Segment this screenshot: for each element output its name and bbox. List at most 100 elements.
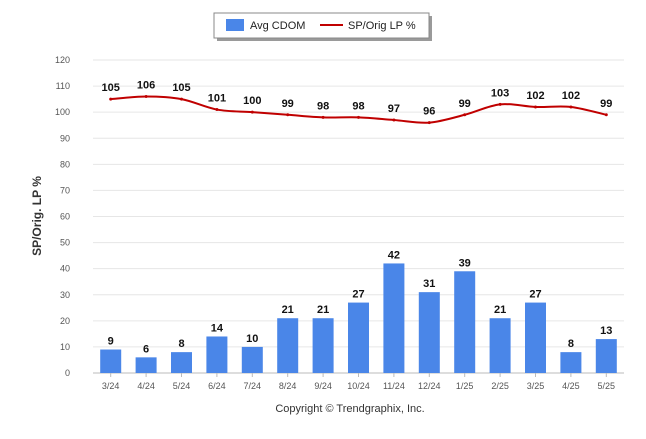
line-value-label: 101 — [208, 93, 226, 105]
legend-label-sp-orig-lp: SP/Orig LP % — [348, 20, 416, 32]
y-tick-label-80: 80 — [60, 159, 70, 169]
line-value-label: 105 — [102, 82, 120, 94]
bar-5-25 — [595, 339, 617, 373]
line-value-label: 98 — [352, 100, 364, 112]
y-tick-labels: 0 10 20 30 40 50 60 70 80 90 100 110 120 — [55, 55, 70, 378]
copyright-footer: Copyright © Trendgraphix, Inc. — [275, 403, 424, 415]
x-tick-label-5-25: 5/25 — [598, 381, 616, 391]
x-tick-label-9-24: 9/24 — [314, 381, 332, 391]
line-point — [215, 108, 219, 112]
bar-value-label: 39 — [459, 257, 471, 269]
x-tick-label-4-24: 4/24 — [137, 381, 155, 391]
line-point — [250, 110, 254, 114]
bar-value-label: 8 — [178, 338, 184, 350]
line-value-label: 98 — [317, 100, 329, 112]
x-tick-label-4-25: 4/25 — [562, 381, 580, 391]
y-tick-label-100: 100 — [55, 107, 70, 117]
line-value-label: 102 — [526, 90, 544, 102]
bar-5-24 — [171, 352, 192, 373]
line-point — [144, 95, 148, 99]
line-point — [498, 102, 502, 106]
bar-4-25 — [560, 352, 582, 373]
bar-value-label: 21 — [282, 304, 294, 316]
x-tick-labels: 3/24 4/24 5/24 6/24 7/24 8/24 9/24 10/24 11/24 12… — [102, 373, 615, 391]
y-tick-label-10: 10 — [60, 342, 70, 352]
grid-lines — [93, 59, 624, 374]
line-point — [392, 118, 396, 122]
bar-9-24 — [312, 318, 334, 373]
line-point — [180, 97, 183, 101]
data-labels: 96 8 14 10 21 21 27 42 31 39 21 27 8 13 105 106 105 101 10… — [102, 80, 613, 356]
y-tick-label-70: 70 — [60, 185, 70, 195]
y-tick-label-90: 90 — [60, 133, 70, 143]
bar-value-label: 10 — [246, 333, 258, 345]
line-value-label: 97 — [388, 103, 400, 115]
bar-11-24 — [383, 263, 405, 373]
bar-3-25 — [525, 302, 546, 373]
x-tick-label-12-24: 12/24 — [418, 381, 441, 391]
x-tick-label-6-24: 6/24 — [208, 381, 226, 391]
bar-7-24 — [241, 346, 263, 373]
bar-4-24 — [135, 357, 157, 373]
bar-value-label: 14 — [211, 322, 224, 334]
line-point — [604, 113, 608, 117]
x-tick-label-5-24: 5/24 — [173, 381, 191, 391]
line-point — [321, 115, 325, 119]
line-point — [286, 113, 290, 117]
line-value-label: 99 — [282, 98, 294, 110]
line-value-label: 96 — [423, 106, 435, 118]
x-tick-label-3-24: 3/24 — [102, 381, 120, 391]
bar-10-24 — [348, 302, 369, 373]
bar-12-24 — [418, 292, 440, 373]
line-point — [569, 105, 573, 109]
line-point — [463, 113, 467, 117]
x-tick-label-1-25: 1/25 — [456, 381, 474, 391]
y-tick-label-20: 20 — [60, 316, 70, 326]
line-value-label: 102 — [562, 90, 580, 102]
y-tick-label-30: 30 — [60, 290, 70, 300]
legend: Avg CDOM SP/Orig LP % — [213, 12, 432, 41]
line-point — [427, 121, 431, 125]
line-value-label: 105 — [172, 82, 190, 94]
y-tick-label-110: 110 — [56, 81, 70, 91]
y-tick-label-60: 60 — [60, 212, 70, 222]
line-value-label: 103 — [491, 87, 509, 99]
bar-8-24 — [277, 318, 299, 373]
line-point — [109, 97, 113, 101]
y-tick-label-50: 50 — [60, 238, 70, 248]
line-value-label: 100 — [243, 95, 261, 107]
line-value-label: 99 — [459, 98, 471, 110]
bar-value-label: 21 — [317, 304, 329, 316]
x-tick-label-2-25: 2/25 — [491, 381, 509, 391]
x-tick-label-11-24: 11/24 — [383, 381, 405, 391]
bar-1-25 — [454, 271, 476, 373]
line-point — [357, 115, 360, 119]
line-point — [534, 105, 537, 109]
y-axis-label: SP/Orig. LP % — [30, 176, 44, 256]
line-value-label: 106 — [137, 80, 155, 92]
bar-value-label: 31 — [423, 278, 435, 290]
x-tick-label-8-24: 8/24 — [279, 381, 297, 391]
y-tick-label-40: 40 — [60, 264, 70, 274]
x-tick-label-7-24: 7/24 — [244, 381, 262, 391]
bar-value-label: 42 — [388, 249, 400, 261]
legend-swatch-avg-cdom — [226, 19, 244, 31]
line-value-label: 99 — [600, 98, 612, 110]
bar-3-24 — [100, 349, 122, 373]
x-tick-label-3-25: 3/25 — [527, 381, 545, 391]
bar-value-label: 8 — [568, 338, 574, 350]
bar-value-label: 9 — [108, 336, 114, 348]
bar-2-25 — [489, 318, 511, 373]
bar-value-label: 27 — [529, 289, 541, 301]
x-tick-label-10-24: 10/24 — [347, 381, 370, 391]
line-series-sp-orig-lp — [109, 95, 608, 125]
bar-6-24 — [206, 336, 228, 373]
legend-label-avg-cdom: Avg CDOM — [250, 20, 305, 32]
bar-value-label: 21 — [494, 304, 506, 316]
bar-value-label: 13 — [600, 325, 612, 337]
y-tick-label-120: 120 — [55, 55, 70, 65]
bar-value-label: 27 — [352, 289, 364, 301]
y-tick-label-0: 0 — [65, 368, 70, 378]
